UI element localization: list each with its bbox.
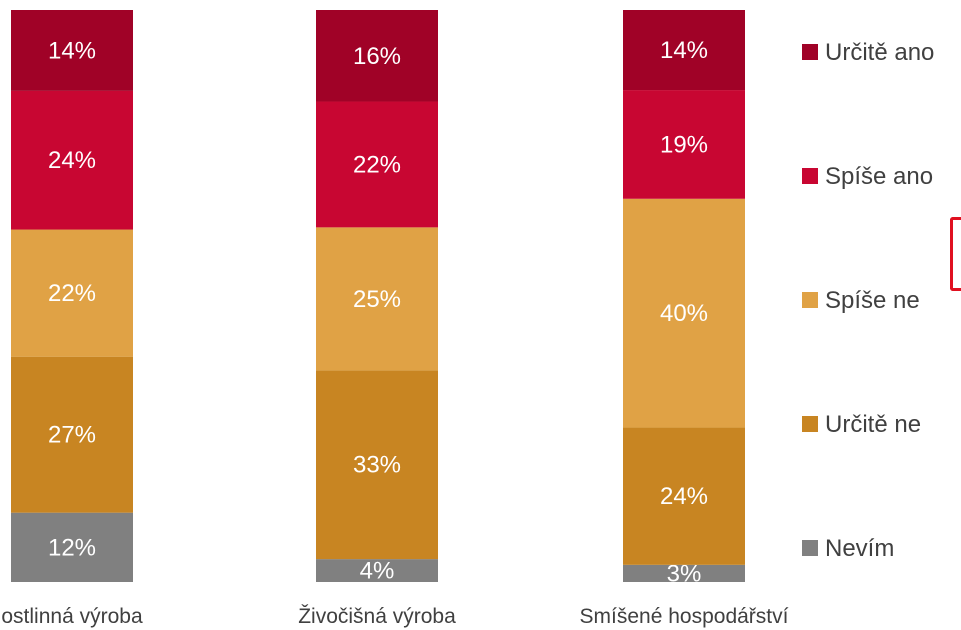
data-label-urcite-ne-1: 27% [48, 422, 96, 449]
legend-label-urcite-ano: Určitě ano [825, 39, 934, 66]
bar-segment-spise-ne-3 [623, 198, 745, 428]
data-label-spise-ne-2: 25% [353, 286, 401, 313]
legend-label-urcite-ne: Určitě ne [825, 411, 921, 438]
legend-label-spise-ano: Spíše ano [825, 163, 933, 190]
bar-segment-urcite-ne-3 [623, 427, 745, 565]
legend-swatch-urcite-ne [802, 416, 818, 432]
data-label-spise-ano-1: 24% [48, 147, 96, 174]
data-label-urcite-ne-2: 33% [353, 452, 401, 479]
data-label-urcite-ano-1: 14% [48, 37, 96, 64]
category-label-1: ostlinná výroba [1, 605, 143, 628]
bar-segment-urcite-ne-2 [316, 370, 438, 560]
data-label-nevim-3: 3% [667, 560, 702, 587]
bar-segment-urcite-ne-1 [11, 356, 133, 513]
bar-segment-spise-ne-1 [11, 229, 133, 357]
data-label-urcite-ano-2: 16% [353, 43, 401, 70]
data-label-spise-ano-3: 19% [660, 131, 708, 158]
bar-segment-nevim-3 [623, 564, 745, 582]
data-label-spise-ne-1: 22% [48, 280, 96, 307]
category-label-2: Živočišná výroba [298, 605, 456, 628]
bar-segment-urcite-ano-2 [316, 10, 438, 102]
legend-label-spise-ne: Spíše ne [825, 287, 920, 314]
category-label-3: Smíšené hospodářství [580, 605, 789, 628]
bar-segment-spise-ne-2 [316, 227, 438, 371]
data-label-nevim-1: 12% [48, 534, 96, 561]
legend-swatch-nevim [802, 540, 818, 556]
bar-segment-spise-ano-1 [11, 90, 133, 230]
bar-segment-nevim-1 [11, 512, 133, 582]
bar-segment-nevim-2 [316, 559, 438, 582]
legend-swatch-spise-ne [802, 292, 818, 308]
data-label-nevim-2: 4% [360, 558, 395, 585]
data-label-urcite-ne-3: 24% [660, 483, 708, 510]
bar-segment-urcite-ano-3 [623, 10, 745, 91]
bar-segment-spise-ano-2 [316, 101, 438, 228]
data-label-spise-ne-3: 40% [660, 300, 708, 327]
data-label-spise-ano-2: 22% [353, 151, 401, 178]
bar-segment-spise-ano-3 [623, 90, 745, 199]
bar-segment-urcite-ano-1 [11, 10, 133, 91]
legend-label-nevim: Nevím [825, 535, 894, 562]
red-bracket-mark [950, 217, 961, 291]
legend-swatch-urcite-ano [802, 44, 818, 60]
data-label-urcite-ano-3: 14% [660, 37, 708, 64]
legend-swatch-spise-ano [802, 168, 818, 184]
